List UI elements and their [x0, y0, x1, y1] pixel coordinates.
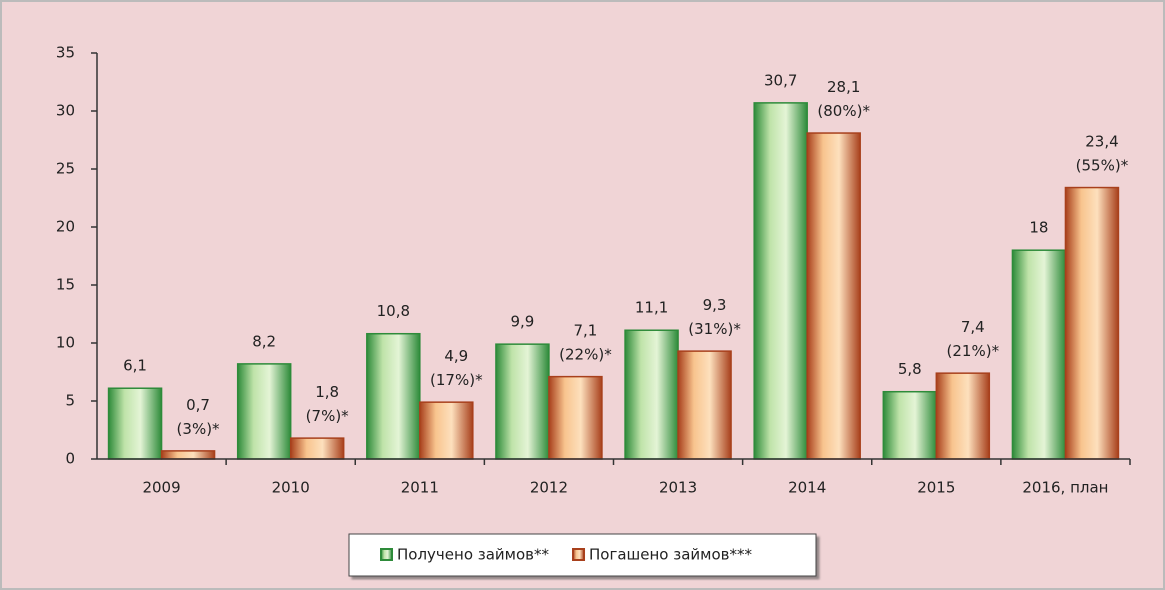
y-tick-label: 20 — [56, 218, 75, 236]
legend-swatch — [380, 548, 393, 561]
x-tick-label: 2014 — [788, 479, 826, 497]
x-tick-label: 2015 — [917, 479, 955, 497]
bar — [806, 132, 861, 460]
bar — [935, 372, 991, 460]
bar — [236, 363, 292, 460]
bar — [160, 450, 216, 460]
bar — [495, 343, 550, 460]
legend-label: Получено займов** — [397, 546, 550, 564]
bar — [107, 387, 163, 460]
bar — [1011, 249, 1067, 460]
y-tick-label: 35 — [56, 44, 75, 62]
y-tick-label: 10 — [56, 334, 75, 352]
bar — [548, 375, 603, 460]
y-tick-label: 30 — [56, 102, 75, 120]
value-label: 7,4 (21%)* — [947, 318, 1000, 360]
x-tick-label: 2010 — [272, 479, 310, 497]
value-label: 30,7 — [764, 71, 797, 89]
bar — [289, 437, 345, 460]
value-label: 4,9 (17%)* — [430, 347, 483, 389]
bar — [882, 390, 938, 460]
x-tick-label: 2016, план — [1022, 479, 1108, 497]
y-tick-label: 25 — [56, 160, 75, 178]
value-label: 10,8 — [377, 302, 410, 320]
bar — [419, 401, 474, 460]
value-label: 7,1 (22%)* — [559, 321, 612, 363]
y-tick-label: 15 — [56, 276, 75, 294]
y-tick-label: 5 — [65, 392, 75, 410]
value-label: 23,4 (55%)* — [1076, 132, 1129, 174]
value-label: 18 — [1029, 219, 1048, 237]
y-tick-label: 0 — [65, 450, 75, 468]
x-tick-label: 2012 — [530, 479, 568, 497]
value-label: 28,1 (80%)* — [817, 78, 870, 120]
bar — [366, 332, 421, 460]
value-label: 0,7 (3%)* — [177, 395, 221, 437]
value-label: 6,1 — [123, 357, 147, 375]
value-label: 1,8 (7%)* — [306, 383, 350, 425]
x-tick-label: 2011 — [401, 479, 439, 497]
bar — [677, 350, 732, 460]
legend-swatch — [572, 548, 586, 561]
bar — [753, 102, 808, 460]
legend-label: Погашено займов*** — [589, 546, 752, 564]
value-label: 9,9 — [511, 313, 535, 331]
bar — [1064, 186, 1120, 460]
value-label: 11,1 — [635, 299, 668, 317]
value-label: 8,2 — [252, 332, 276, 350]
value-label: 9,3 (31%)* — [688, 296, 741, 338]
x-tick-label: 2013 — [659, 479, 697, 497]
bar — [624, 329, 679, 460]
x-tick-label: 2009 — [142, 479, 180, 497]
value-label: 5,8 — [898, 360, 922, 378]
